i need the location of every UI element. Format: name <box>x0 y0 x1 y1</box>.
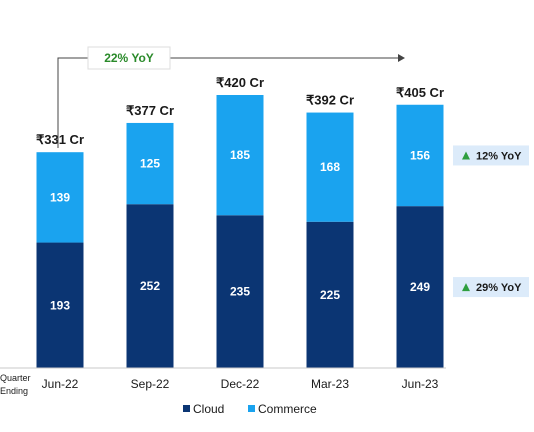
total-label-sep-22: ₹377 Cr <box>126 103 174 118</box>
data-label-commerce-mar-23: 168 <box>320 160 340 174</box>
x-tick-jun-23: Jun-23 <box>402 377 439 391</box>
bar-cloud-dec-22 <box>216 215 264 368</box>
bar-cloud-sep-22 <box>126 204 174 368</box>
data-label-commerce-sep-22: 125 <box>140 157 160 171</box>
data-label-cloud-dec-22: 235 <box>230 285 250 299</box>
badge-bg <box>453 145 529 166</box>
legend-item-commerce: Commerce <box>248 402 317 416</box>
legend: Cloud Commerce <box>183 402 317 416</box>
badge-commerce: 12% YoY <box>453 145 529 166</box>
bar-commerce-sep-22 <box>126 122 174 205</box>
data-label-cloud-jun-22: 193 <box>50 298 70 312</box>
total-label-jun-23: ₹405 Cr <box>396 85 444 100</box>
data-label-cloud-mar-23: 225 <box>320 288 340 302</box>
up-arrow-icon <box>462 283 470 292</box>
legend-swatch <box>183 405 190 412</box>
x-tick-jun-22: Jun-22 <box>42 377 79 391</box>
data-label-cloud-sep-22: 252 <box>140 279 160 293</box>
badge-label: 12% YoY <box>476 150 522 162</box>
bar-cloud-jun-22 <box>36 242 84 368</box>
bar-commerce-jun-22 <box>36 152 84 243</box>
data-label-commerce-dec-22: 185 <box>230 148 250 162</box>
bars-group <box>36 95 444 368</box>
total-label-mar-23: ₹392 Cr <box>306 93 354 108</box>
bar-commerce-mar-23 <box>306 112 354 222</box>
yoy-bracket-line <box>57 57 398 148</box>
total-label-jun-22: ₹331 Cr <box>36 132 84 147</box>
yoy-arrowhead <box>398 54 405 62</box>
badge-label: 29% YoY <box>476 282 522 294</box>
badges-group: 12% YoY 29% YoY <box>453 145 529 298</box>
legend-swatch <box>248 405 255 412</box>
x-tick-sep-22: Sep-22 <box>131 377 170 391</box>
labels-group: 193 139 ₹331 Cr 252 125 ₹377 Cr 235 185 ₹420 Cr 2… <box>36 75 444 312</box>
x-axis-title-line-2: Ending <box>0 386 28 396</box>
data-label-commerce-jun-22: 139 <box>50 190 70 204</box>
yoy-annotation: 22% YoY <box>57 46 405 148</box>
legend-item-cloud: Cloud <box>183 402 224 416</box>
bar-cloud-mar-23 <box>306 221 354 368</box>
up-arrow-icon <box>462 151 470 160</box>
x-axis-title-line-1: Quarter <box>0 373 31 383</box>
legend-label: Cloud <box>193 402 224 416</box>
total-label-dec-22: ₹420 Cr <box>216 75 264 90</box>
yoy-box <box>87 46 171 70</box>
data-label-cloud-jun-23: 249 <box>410 280 430 294</box>
badge-cloud: 29% YoY <box>453 277 529 298</box>
data-label-commerce-jun-23: 156 <box>410 148 430 162</box>
yoy-label: 22% YoY <box>104 51 154 65</box>
bar-cloud-jun-23 <box>396 206 444 368</box>
legend-label: Commerce <box>258 402 317 416</box>
x-axis: Quarter Ending Jun-22 Sep-22 Dec-22 Mar-23 J… <box>0 367 446 396</box>
x-tick-mar-23: Mar-23 <box>311 377 349 391</box>
badge-bg <box>453 277 529 298</box>
bar-commerce-dec-22 <box>216 95 264 216</box>
bar-commerce-jun-23 <box>396 104 444 207</box>
x-tick-dec-22: Dec-22 <box>221 377 260 391</box>
